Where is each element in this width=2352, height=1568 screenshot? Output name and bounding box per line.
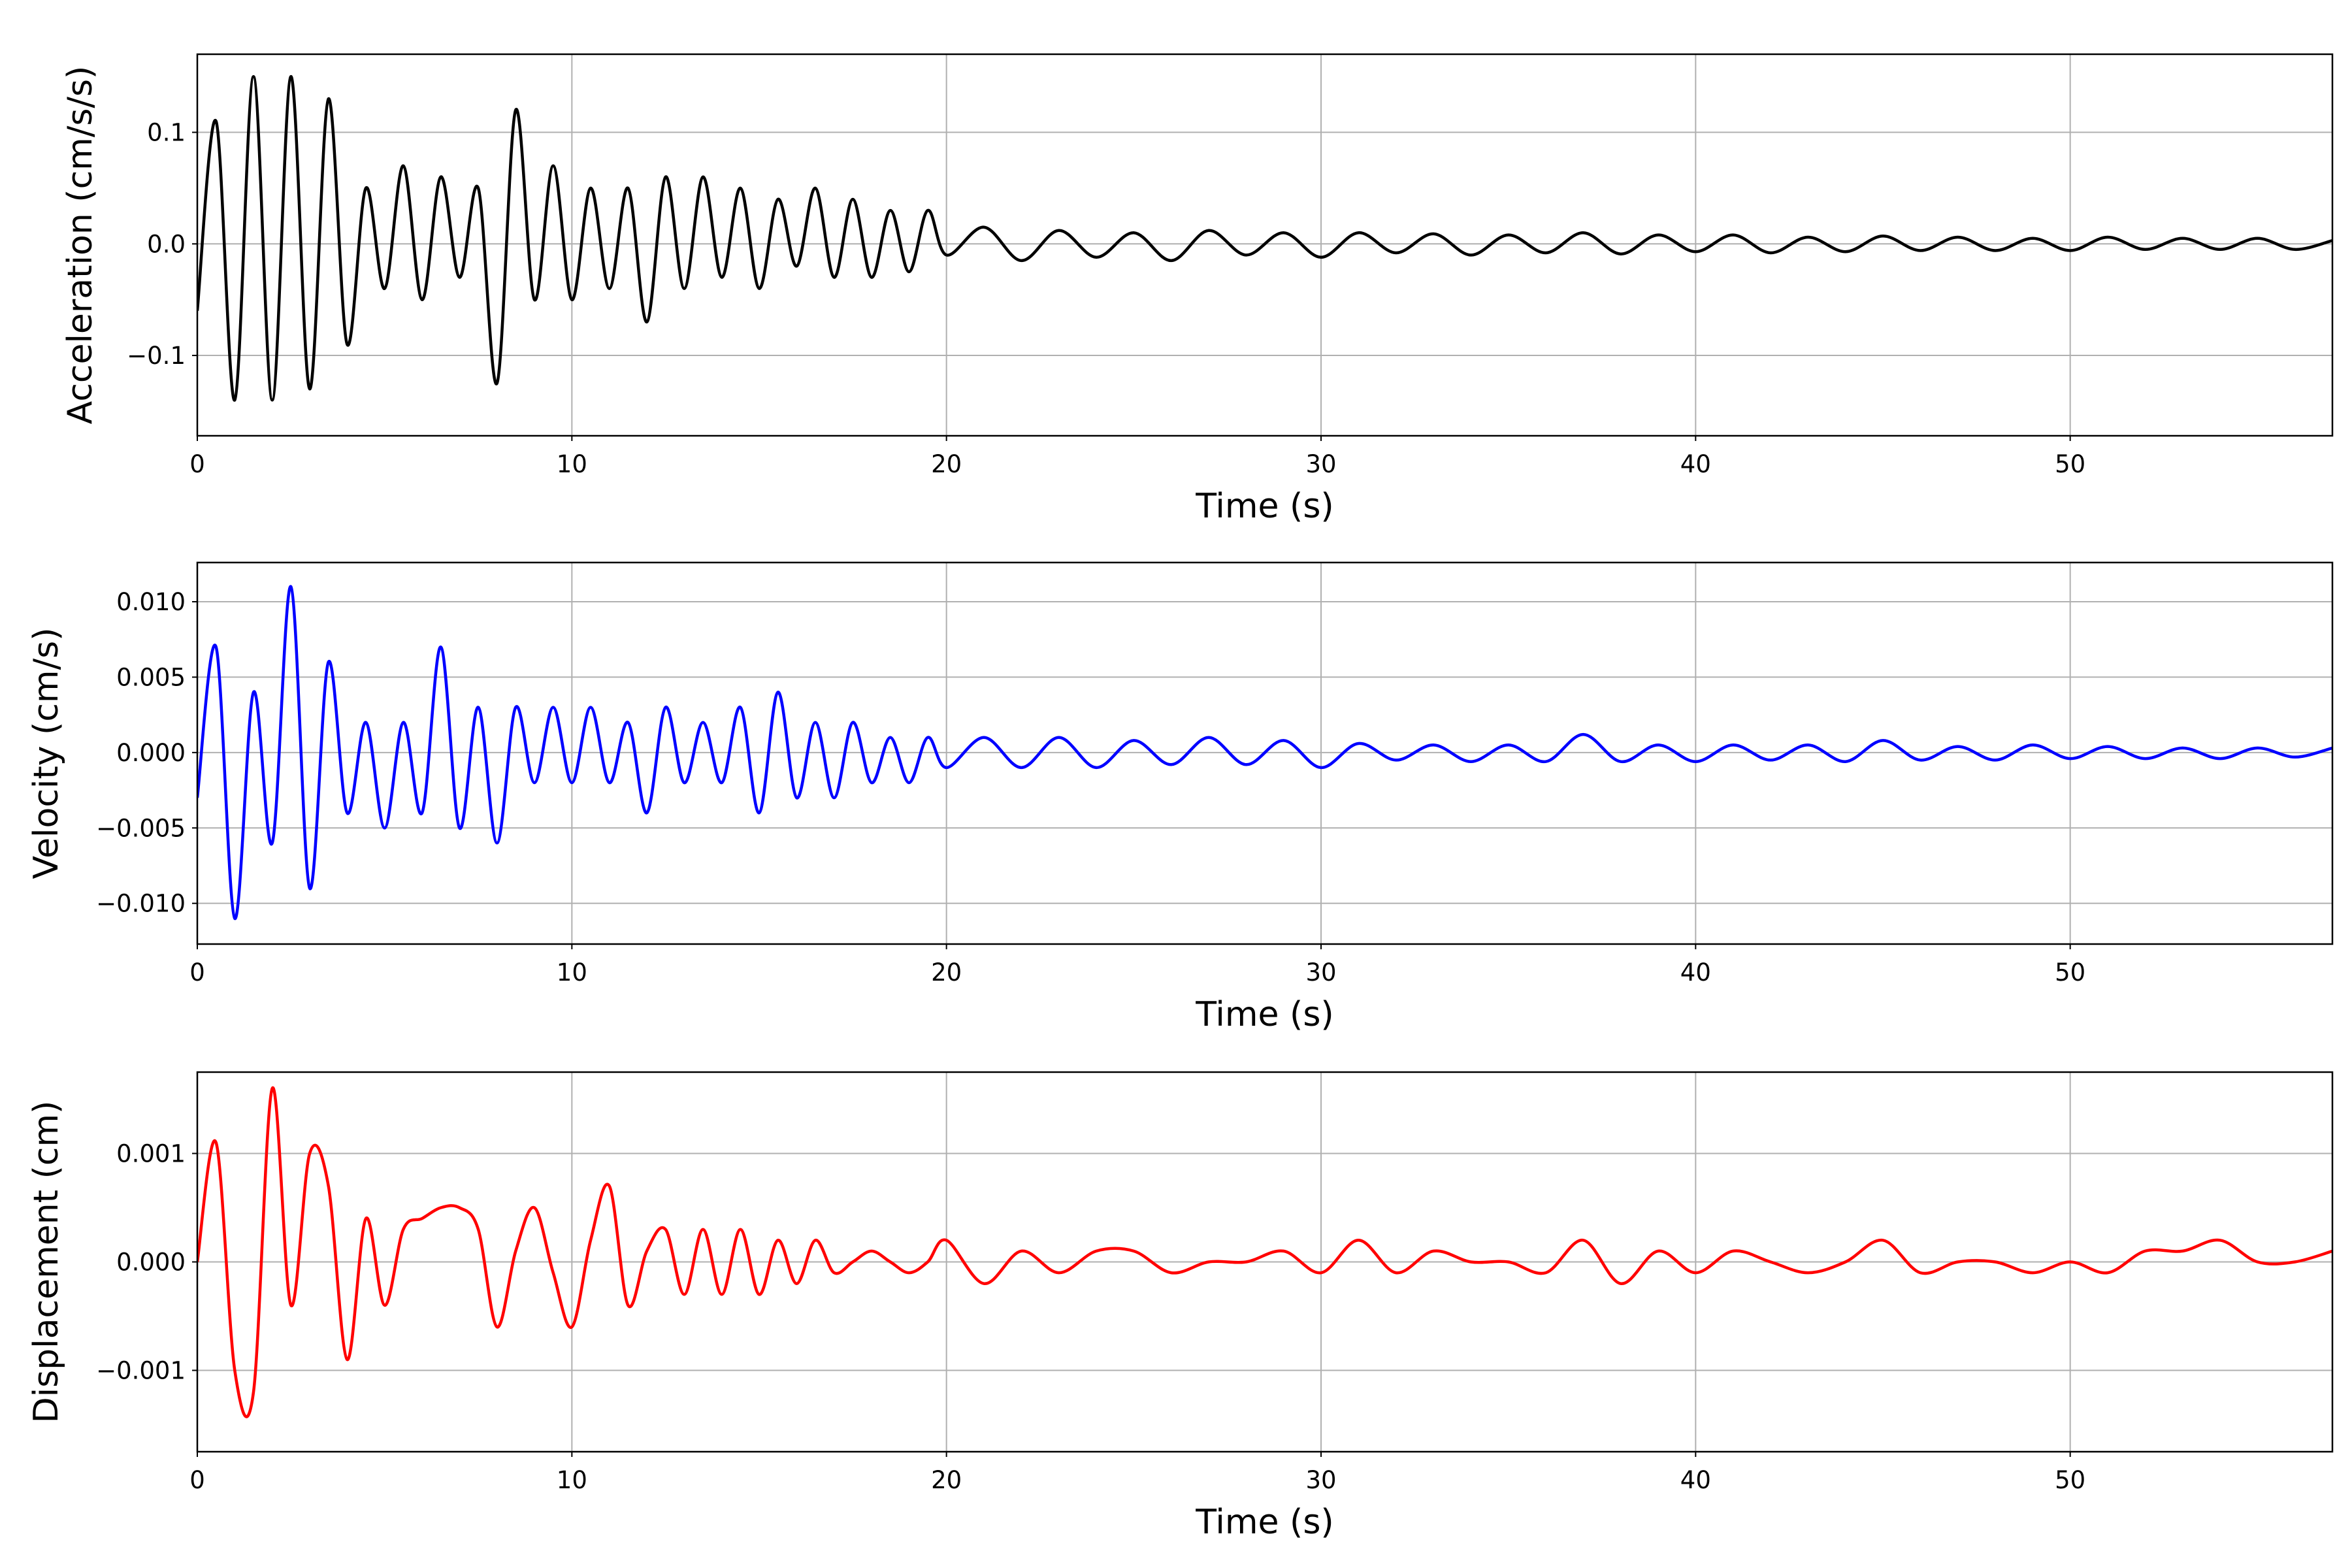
velocity-x-tick-label: 50	[2055, 958, 2085, 987]
velocity-series-line	[197, 585, 2332, 921]
acceleration-panel: 0 10 20 30 40 50 0.1 0.0 −0.1 Time (s) Acceleratio…	[61, 53, 2334, 526]
displacement-x-tick-label: 50	[2055, 1466, 2085, 1494]
displacement-series-line	[197, 1086, 2332, 1418]
displacement-y-tick-label: −0.001	[96, 1357, 186, 1385]
displacement-panel: 0 10 20 30 40 50 0.001 0.000 −0.001 Time (s) Displ…	[27, 1071, 2334, 1542]
displacement-x-tick-label: 30	[1305, 1466, 1336, 1494]
velocity-y-tick-label: 0.005	[116, 663, 186, 691]
acceleration-x-tick-label: 40	[1680, 450, 1711, 478]
velocity-y-tick-label: 0.000	[116, 739, 186, 767]
acceleration-x-tick-label: 30	[1305, 450, 1336, 478]
acceleration-y-tick-label: −0.1	[127, 342, 186, 370]
displacement-x-tick-label: 20	[931, 1466, 962, 1494]
velocity-x-tick-label: 10	[557, 958, 587, 987]
acceleration-y-axis-label: Acceleration (cm/s/s)	[61, 66, 100, 425]
displacement-y-tick-label: 0.001	[116, 1140, 186, 1168]
acceleration-x-tick-label: 10	[557, 450, 587, 478]
acceleration-x-tick-label: 50	[2055, 450, 2085, 478]
velocity-y-tick-label: −0.010	[96, 890, 186, 918]
velocity-x-tick-label: 20	[931, 958, 962, 987]
acceleration-axes-frame	[196, 53, 2334, 437]
displacement-x-tick-label: 40	[1680, 1466, 1711, 1494]
displacement-x-tick-label: 0	[189, 1466, 205, 1494]
velocity-y-tick-label: 0.010	[116, 588, 186, 616]
velocity-y-axis-label: Velocity (cm/s)	[27, 628, 66, 879]
velocity-x-tick-label: 0	[189, 958, 205, 987]
acceleration-y-tick-label: 0.0	[147, 230, 186, 258]
velocity-y-tick-label: −0.005	[96, 814, 186, 842]
acceleration-series-line	[197, 74, 2332, 402]
velocity-x-tick-label: 40	[1680, 958, 1711, 987]
displacement-axes-frame	[196, 1071, 2334, 1453]
displacement-y-tick-label: 0.000	[116, 1249, 186, 1277]
acceleration-x-tick-label: 20	[931, 450, 962, 478]
displacement-x-axis-label: Time (s)	[1195, 1503, 1333, 1542]
acceleration-y-tick-label: 0.1	[147, 119, 186, 147]
velocity-panel: 0 10 20 30 40 50 0.010 0.005 0.000 −0.005 −0.010 Ti…	[27, 561, 2334, 1034]
displacement-x-tick-label: 10	[557, 1466, 587, 1494]
velocity-axes-frame	[196, 561, 2334, 945]
acceleration-x-tick-label: 0	[189, 450, 205, 478]
velocity-x-axis-label: Time (s)	[1195, 995, 1333, 1034]
velocity-x-tick-label: 30	[1305, 958, 1336, 987]
displacement-y-axis-label: Displacement (cm)	[27, 1101, 66, 1424]
acceleration-x-axis-label: Time (s)	[1195, 487, 1333, 526]
